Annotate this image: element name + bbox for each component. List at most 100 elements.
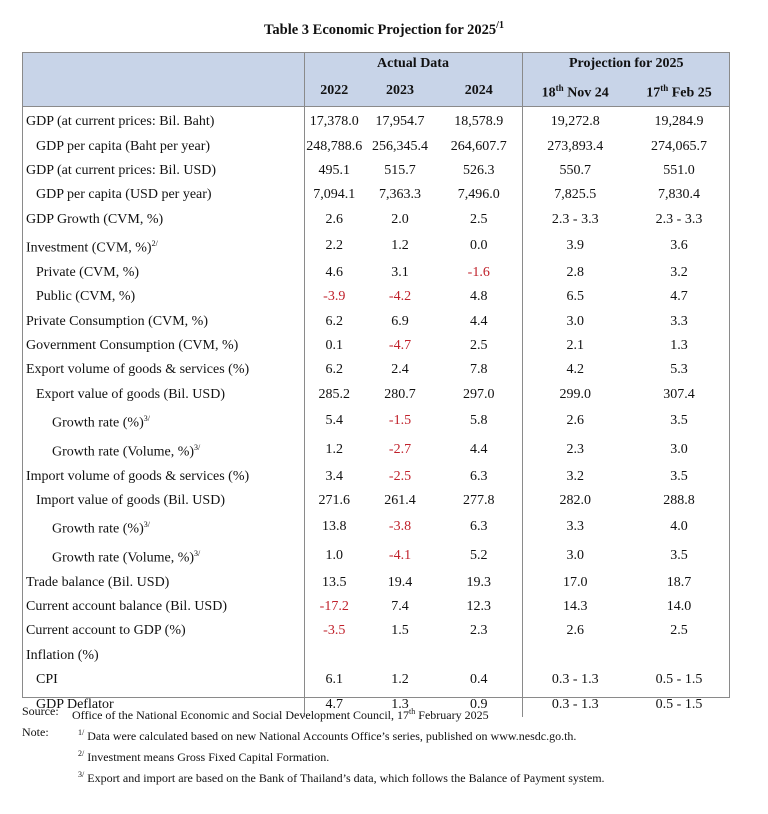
row-label: Growth rate (Volume, %)3/ bbox=[22, 542, 304, 571]
cell-value: 17.0 bbox=[521, 570, 628, 595]
cell-value: 307.4 bbox=[663, 386, 695, 402]
cell-value: 3.2 bbox=[521, 464, 628, 489]
cell-value: 4.7 bbox=[670, 289, 688, 305]
table-title-text: Table 3 Economic Projection for 2025 bbox=[264, 21, 497, 38]
cell-value: -2.7 bbox=[388, 441, 412, 457]
cell-value: 2.3 - 3.3 bbox=[655, 211, 703, 227]
cell-value: 4.2 bbox=[521, 358, 628, 383]
cell-value: 5.3 bbox=[670, 362, 688, 378]
cell-value: 2.6 bbox=[521, 619, 628, 644]
row-label-footnote: 2/ bbox=[151, 239, 158, 248]
cell-value: 7,830.4 bbox=[658, 187, 700, 203]
cell-value: 19.4 bbox=[387, 574, 413, 590]
table-row: Private Consumption (CVM, %) 6.2 6.9 4.4 3.0… bbox=[22, 309, 730, 334]
header-blank-2 bbox=[22, 76, 304, 108]
cell-value: 264,607.7 bbox=[450, 138, 507, 154]
row-label: Public (CVM, %) bbox=[22, 285, 304, 309]
row-label: Private (CVM, %) bbox=[22, 261, 304, 285]
cell-value: 6.2 bbox=[303, 309, 364, 334]
row-label: Export value of goods (Bil. USD) bbox=[22, 383, 304, 407]
cell-value: 2.5 bbox=[670, 623, 688, 639]
cell-value: 6.3 bbox=[470, 519, 488, 535]
table-row: Import value of goods (Bil. USD) 271.6 261… bbox=[22, 488, 730, 514]
header-row-groups: Actual Data Projection for 2025 bbox=[22, 52, 730, 77]
source-text: Office of the National Economic and Soci… bbox=[72, 703, 489, 724]
note-3-body: Export and import are based on the Bank … bbox=[84, 771, 605, 785]
table-row: Export value of goods (Bil. USD) 285.2 280… bbox=[22, 382, 730, 407]
cell-value: 277.8 bbox=[463, 492, 495, 508]
table-row: GDP per capita (USD per year) 7,094.1 7,36… bbox=[22, 183, 730, 208]
cell-value: 2.8 bbox=[521, 260, 628, 286]
row-label-text: Government Consumption (CVM, %) bbox=[26, 338, 239, 354]
header-proj-feb25: 17th Feb 25 bbox=[628, 76, 730, 108]
table-row: GDP (at current prices: Bil. Baht) 17,378… bbox=[22, 106, 730, 135]
cell-value: -1.5 bbox=[388, 413, 412, 429]
table-row: GDP Deflator 4.7 1.3 0.9 0.3 - 1.3 0.5 - 1.5 bbox=[22, 692, 730, 717]
row-label-text: Export value of goods (Bil. USD) bbox=[36, 386, 225, 402]
row-label: Current account balance (Bil. USD) bbox=[22, 595, 304, 619]
row-label: Growth rate (%)3/ bbox=[22, 407, 304, 436]
cell-value: 4.0 bbox=[670, 519, 688, 535]
cell-value: 6.9 bbox=[391, 313, 409, 329]
cell-value: 274,065.7 bbox=[651, 138, 707, 154]
cell-value: 1.3 bbox=[391, 696, 409, 712]
cell-value: 5.2 bbox=[470, 548, 488, 564]
row-label-text: Growth rate (%) bbox=[52, 521, 144, 537]
table-row: Trade balance (Bil. USD) 13.5 19.4 19.3 17.0… bbox=[22, 570, 730, 595]
header-proj-nov24-rest: Nov 24 bbox=[563, 86, 609, 102]
cell-value: 13.5 bbox=[303, 570, 364, 595]
cell-value: -17.2 bbox=[303, 594, 364, 620]
source-text-main: Office of the National Economic and Soci… bbox=[72, 708, 410, 722]
cell-value: 0.0 bbox=[470, 238, 488, 254]
row-label-text: GDP (at current prices: Bil. Baht) bbox=[26, 114, 215, 130]
row-label-text: Private Consumption (CVM, %) bbox=[26, 313, 208, 329]
row-label-text: Current account balance (Bil. USD) bbox=[26, 598, 227, 614]
row-label-text: Private (CVM, %) bbox=[36, 264, 140, 280]
cell-value: 1.2 bbox=[391, 238, 409, 254]
cell-value: 0.1 bbox=[303, 333, 364, 359]
cell-value: 256,345.4 bbox=[372, 138, 428, 154]
cell-value: 248,788.6 bbox=[303, 134, 364, 159]
cell-value bbox=[364, 644, 436, 668]
header-proj-feb25-suffix: th bbox=[660, 83, 669, 94]
cell-value: 282.0 bbox=[521, 488, 628, 514]
header-year-2024: 2024 bbox=[436, 76, 522, 108]
cell-value: 0.3 - 1.3 bbox=[521, 692, 628, 717]
row-label-text: Public (CVM, %) bbox=[36, 289, 136, 305]
cell-value: 3.6 bbox=[670, 238, 688, 254]
header-row-years: 2022 2023 2024 18th Nov 24 17th Feb 25 bbox=[22, 76, 730, 108]
table-body: GDP (at current prices: Bil. Baht) 17,378… bbox=[22, 106, 730, 717]
cell-value: 3.4 bbox=[303, 464, 364, 489]
row-label: Current account to GDP (%) bbox=[22, 619, 304, 643]
row-label-footnote: 3/ bbox=[143, 520, 150, 530]
cell-value: 299.0 bbox=[521, 382, 628, 407]
cell-value: 1.5 bbox=[391, 623, 409, 639]
cell-value: 6.3 bbox=[470, 468, 488, 484]
cell-value: -1.6 bbox=[467, 264, 490, 280]
cell-value: -4.2 bbox=[388, 289, 412, 305]
cell-value: 6.1 bbox=[303, 667, 364, 693]
cell-value: 2.4 bbox=[391, 362, 409, 378]
cell-value: 2.3 bbox=[470, 623, 488, 639]
cell-value: 7,363.3 bbox=[379, 187, 421, 203]
row-label-text: GDP Growth (CVM, %) bbox=[26, 211, 164, 227]
cell-value: 261.4 bbox=[384, 492, 416, 508]
row-label-text: Growth rate (Volume, %) bbox=[52, 444, 195, 460]
cell-value: 7.8 bbox=[470, 362, 488, 378]
cell-value: 3.1 bbox=[391, 264, 409, 280]
cell-value: 5.8 bbox=[470, 413, 488, 429]
cell-value: 0.5 - 1.5 bbox=[655, 672, 703, 688]
cell-value: 1.2 bbox=[391, 672, 409, 688]
cell-value: 2.6 bbox=[521, 407, 628, 436]
header-blank bbox=[22, 52, 304, 77]
row-label-text: Investment (CVM, %) bbox=[26, 240, 152, 256]
cell-value: 14.3 bbox=[521, 594, 628, 620]
row-label-text: Current account to GDP (%) bbox=[26, 623, 186, 639]
cell-value: 285.2 bbox=[303, 382, 364, 407]
note-2-sup: 2/ bbox=[78, 749, 85, 758]
header-proj-nov24-day: 18 bbox=[541, 86, 556, 102]
header-actual-data: Actual Data bbox=[303, 52, 522, 77]
table-row: Government Consumption (CVM, %) 0.1 -4.7 2.… bbox=[22, 333, 730, 359]
cell-value: 3.0 bbox=[670, 441, 688, 457]
cell-value: 495.1 bbox=[303, 158, 364, 184]
